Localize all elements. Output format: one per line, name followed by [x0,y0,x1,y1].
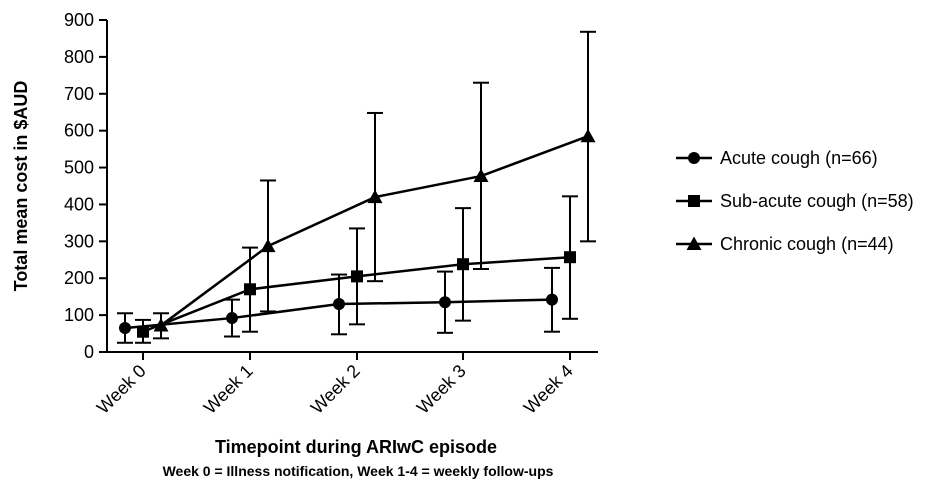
legend-label: Chronic cough (n=44) [720,234,894,254]
series-triangle [153,30,596,340]
y-tick-label: 500 [64,158,94,178]
y-axis: 0 100 200 300 400 500 600 700 800 900 [64,10,108,362]
legend-marker [686,236,702,250]
legend-label: Sub-acute cough (n=58) [720,191,914,211]
y-tick-label: 300 [64,231,94,251]
x-tick-label: Week 2 [307,361,364,418]
x-tick-label: Week 3 [413,361,470,418]
x-axis-note: Week 0 = Illness notification, Week 1-4 … [163,463,554,479]
legend: Acute cough (n=66) Sub-acute cough (n=58)… [676,148,914,254]
y-tick-label: 200 [64,268,94,288]
data-point [457,258,469,271]
legend-item-square: Sub-acute cough (n=58) [676,191,914,211]
data-point [226,312,238,325]
data-point [580,128,596,143]
y-tick-label: 400 [64,194,94,214]
y-tick-label: 800 [64,47,94,67]
y-tick-label: 0 [84,342,94,362]
data-point [333,298,345,311]
x-tick-label: Week 1 [200,361,257,418]
y-tick-label: 700 [64,84,94,104]
legend-marker [688,152,700,164]
x-axis-title: Timepoint during ARIwC episode [215,437,497,457]
y-tick-label: 600 [64,121,94,141]
series-square [135,195,578,344]
legend-label: Acute cough (n=66) [720,148,878,168]
series-layer [117,30,596,344]
data-point [473,168,489,183]
series-circle [117,266,560,344]
legend-item-circle: Acute cough (n=66) [676,148,878,168]
y-tick-label: 100 [64,305,94,325]
data-point [119,322,131,335]
data-point [439,296,451,309]
data-point [367,189,383,204]
x-tick-label: Week 0 [93,361,150,418]
legend-item-triangle: Chronic cough (n=44) [676,234,894,254]
data-point [153,317,169,332]
data-point [546,293,558,306]
data-point [260,238,276,253]
data-point [351,270,363,283]
data-point [564,251,576,264]
x-tick-label: Week 4 [520,361,577,418]
y-tick-label: 900 [64,10,94,30]
x-axis: Week 0 Week 1 Week 2 Week 3 Week 4 [93,351,598,418]
legend-marker [688,195,700,207]
y-axis-title: Total mean cost in $AUD [11,81,31,292]
data-point [244,283,256,296]
data-point [137,325,149,338]
